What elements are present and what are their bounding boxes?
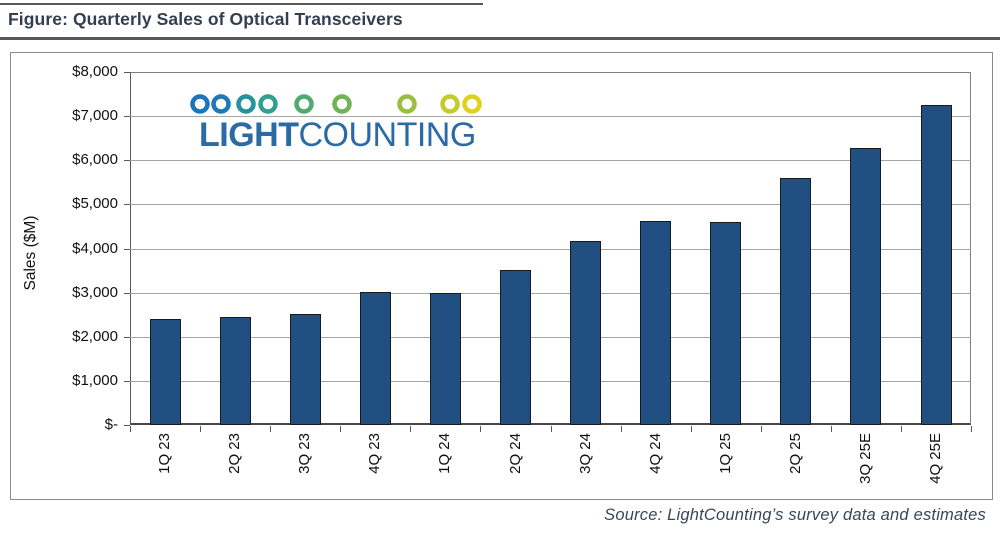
gridline-1000 — [130, 380, 971, 382]
y-tick-0 — [124, 425, 130, 426]
x-tick-10 — [830, 426, 832, 432]
y-tick-5000 — [124, 204, 130, 206]
gridline-5000 — [130, 204, 971, 206]
chain-circle-4 — [258, 94, 278, 114]
wordmark-counting: COUNTING — [298, 116, 476, 154]
bar-3q-25e — [850, 147, 882, 425]
gridline-4000 — [130, 248, 971, 250]
lightcounting-wordmark: LIGHTCOUNTING — [199, 116, 476, 155]
gridline-2000 — [130, 336, 971, 338]
y-tick-label-3000: $3,000 — [72, 283, 118, 301]
y-axis-title: Sales ($M) — [22, 215, 39, 291]
bar-4q-25e — [920, 104, 952, 425]
y-tick-label-8000: $8,000 — [72, 63, 118, 80]
y-tick-label-1000: $1,000 — [72, 371, 118, 389]
x-label-4q-25e: 4Q 25E — [927, 433, 944, 484]
lightcounting-chain-icon — [185, 94, 493, 114]
title-underline — [0, 37, 1000, 40]
chain-circle-3 — [236, 94, 256, 114]
chain-circle-6 — [332, 94, 352, 114]
chain-circle-7 — [397, 94, 417, 114]
x-label-2q-24: 2Q 24 — [506, 433, 524, 474]
x-label-3q-24: 3Q 24 — [576, 433, 594, 474]
y-tick-label-7000: $7,000 — [72, 107, 118, 125]
y-tick-1000 — [124, 380, 130, 382]
x-label-4q-23: 4Q 23 — [366, 433, 384, 474]
top-rule — [0, 3, 483, 5]
y-tick-label-4000: $4,000 — [72, 239, 118, 257]
bar-2q-24 — [500, 269, 531, 425]
bar-3q-23 — [289, 314, 321, 425]
x-tick-3 — [340, 426, 342, 432]
y-tick-label-2000: $2,000 — [72, 327, 118, 345]
figure-title: Figure: Quarterly Sales of Optical Trans… — [8, 9, 403, 29]
gridline-6000 — [130, 160, 971, 162]
x-tick-7 — [620, 426, 622, 432]
x-label-2q-25: 2Q 25 — [786, 433, 804, 474]
bar-1q-24 — [429, 292, 461, 425]
y-tick-4000 — [124, 248, 130, 250]
y-tick-7000 — [124, 116, 130, 118]
chain-circle-5 — [294, 94, 314, 114]
x-tick-11 — [900, 426, 902, 432]
bar-1q-25 — [710, 221, 742, 425]
x-tick-8 — [690, 426, 692, 432]
x-tick-5 — [480, 426, 482, 432]
x-tick-0 — [130, 426, 131, 432]
source-credit: Source: LightCounting’s survey data and … — [604, 506, 986, 524]
bar-3q-24 — [570, 241, 601, 425]
x-tick-4 — [410, 426, 412, 432]
wordmark-light: LIGHT — [199, 116, 299, 154]
x-tick-9 — [760, 426, 762, 432]
x-tick-12 — [971, 426, 972, 432]
bar-4q-23 — [359, 291, 391, 425]
x-label-1q-24: 1Q 24 — [436, 433, 454, 474]
chain-circle-2 — [211, 94, 231, 114]
x-label-1q-23: 1Q 23 — [156, 433, 173, 474]
x-label-4q-24: 4Q 24 — [646, 433, 664, 474]
x-label-2q-23: 2Q 23 — [226, 433, 244, 474]
bar-1q-23 — [149, 319, 181, 425]
y-tick-label-6000: $6,000 — [72, 151, 118, 169]
x-tick-2 — [270, 426, 272, 432]
y-tick-label-5000: $5,000 — [72, 195, 118, 213]
x-tick-1 — [200, 426, 202, 432]
y-tick-8000 — [124, 72, 130, 73]
gridline-3000 — [130, 292, 971, 294]
bar-2q-25 — [780, 177, 812, 425]
chain-circle-8 — [440, 94, 460, 114]
x-tick-6 — [550, 426, 552, 432]
x-label-3q-25e: 3Q 25E — [856, 433, 874, 484]
bar-4q-24 — [640, 221, 672, 425]
bar-2q-23 — [219, 316, 251, 425]
y-tick-3000 — [124, 292, 130, 294]
chain-circle-1 — [190, 94, 210, 114]
x-label-1q-25: 1Q 25 — [716, 433, 734, 474]
y-tick-label-0: $- — [104, 416, 118, 433]
x-label-3q-23: 3Q 23 — [296, 433, 314, 474]
chain-circle-9 — [462, 94, 482, 114]
y-tick-6000 — [124, 160, 130, 162]
gridline-7000 — [130, 116, 971, 118]
y-tick-2000 — [124, 336, 130, 338]
